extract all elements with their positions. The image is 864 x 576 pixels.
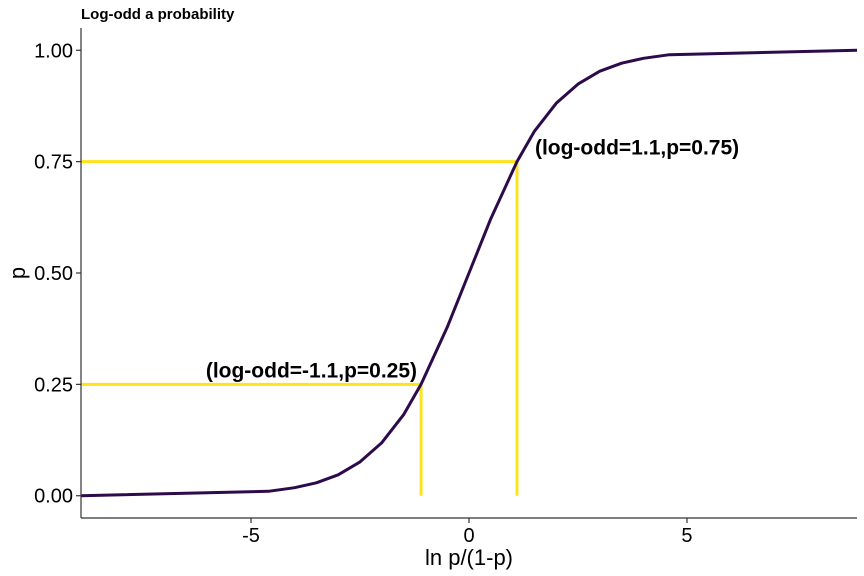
y-tick-label: 0.00 [34,486,73,508]
y-tick-label: 1.00 [34,40,73,62]
y-axis-ticks: 0.00 0.25 0.50 0.75 1.00 [34,40,81,508]
annotations: (log-odd=-1.1,p=0.25) (log-odd=1.1,p=0.75… [206,137,739,383]
x-tick-label: 5 [681,525,692,547]
y-tick-label: 0.25 [34,374,73,396]
x-axis-ticks: -5 0 5 [242,518,693,547]
annotation-low: (log-odd=-1.1,p=0.25) [206,359,417,382]
x-axis-label: ln p/(1-p) [425,545,513,570]
reference-lines [81,160,519,496]
y-axis-label: p [5,267,30,279]
x-tick-label: -5 [242,525,260,547]
annotation-high: (log-odd=1.1,p=0.75) [535,137,739,160]
y-tick-label: 0.75 [34,152,73,174]
y-tick-label: 0.50 [34,263,73,285]
series-line-logistic [80,48,858,498]
x-tick-label: 0 [463,525,474,547]
chart-title: Log-odd a probability [81,6,235,23]
